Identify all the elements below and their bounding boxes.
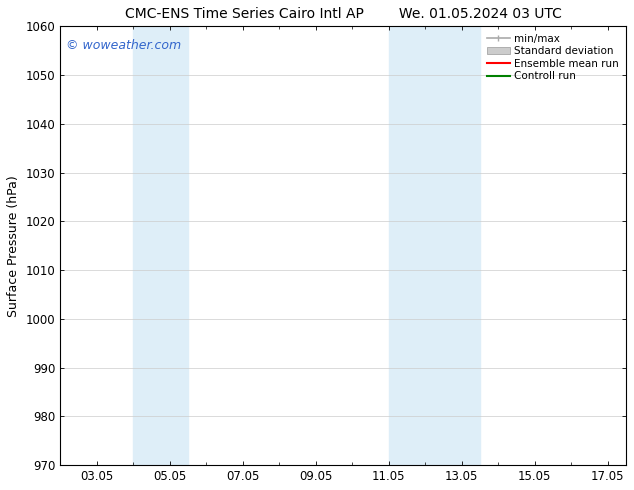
Text: © woweather.com: © woweather.com (66, 40, 181, 52)
Title: CMC-ENS Time Series Cairo Intl AP        We. 01.05.2024 03 UTC: CMC-ENS Time Series Cairo Intl AP We. 01… (125, 7, 562, 21)
Bar (133, 26, 188, 465)
Bar (389, 26, 480, 465)
Legend: min/max, Standard deviation, Ensemble mean run, Controll run: min/max, Standard deviation, Ensemble me… (485, 31, 621, 83)
Y-axis label: Surface Pressure (hPa): Surface Pressure (hPa) (7, 175, 20, 317)
